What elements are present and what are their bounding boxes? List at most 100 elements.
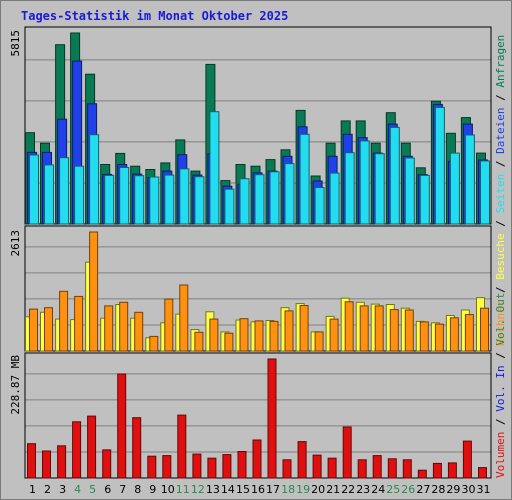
- bar-seiten-day-8: [134, 175, 145, 225]
- x-tick-label-24: 24: [371, 483, 385, 496]
- bar-rechner-day-21: [329, 318, 339, 352]
- x-tick-label-23: 23: [356, 483, 370, 496]
- x-tick-label-3: 3: [59, 483, 66, 496]
- y-max-label-hits-files-pages: 5815: [9, 30, 22, 57]
- legend-rechner: Rechner: [494, 299, 507, 346]
- bar-rechner-day-3: [59, 290, 69, 352]
- bar-seiten-day-28: [434, 106, 445, 225]
- y-max-label-volume: 228.87 MB: [9, 355, 22, 415]
- bar-seiten-day-29: [449, 152, 460, 225]
- bar-rechner-day-14: [224, 332, 234, 352]
- legend-besuche: Besuche: [494, 233, 507, 279]
- bar-volumen-day-8: [132, 417, 142, 479]
- bar-rechner-day-5: [89, 231, 99, 352]
- bar-volumen-day-3: [57, 445, 67, 479]
- legend-separator: /: [494, 154, 507, 174]
- legend-separator: /: [494, 280, 507, 300]
- x-tick-label-13: 13: [206, 483, 220, 496]
- x-tick-label-18: 18: [281, 483, 295, 496]
- x-tick-label-22: 22: [341, 483, 355, 496]
- bar-seiten-day-1: [29, 154, 39, 225]
- bar-rechner-day-1: [29, 308, 38, 352]
- bar-volumen-day-10: [162, 455, 172, 479]
- x-tick-label-31: 31: [477, 483, 491, 496]
- x-tick-label-28: 28: [431, 483, 445, 496]
- legend-vol_out: Vol. Out: [494, 293, 507, 346]
- bar-volumen-day-19: [297, 441, 307, 479]
- bar-rechner-day-8: [134, 311, 144, 352]
- bar-rechner-day-15: [239, 318, 249, 352]
- x-tick-label-2: 2: [44, 483, 51, 496]
- x-tick-label-15: 15: [236, 483, 250, 496]
- bar-volumen-day-27: [417, 469, 427, 479]
- bar-seiten-day-4: [74, 165, 85, 225]
- bar-volumen-day-20: [312, 454, 322, 479]
- bar-rechner-day-18: [284, 310, 294, 352]
- bar-seiten-day-15: [239, 178, 250, 225]
- bar-volumen-day-7: [117, 373, 127, 479]
- bar-rechner-day-6: [104, 305, 114, 352]
- bar-seiten-day-18: [284, 163, 295, 225]
- bar-seiten-day-30: [464, 134, 475, 225]
- bar-volumen-day-21: [327, 457, 337, 479]
- legend-separator: /: [494, 412, 507, 432]
- bar-rechner-day-17: [269, 320, 279, 352]
- x-tick-label-11: 11: [176, 483, 190, 496]
- bar-seiten-day-24: [374, 153, 385, 225]
- bar-seiten-day-26: [404, 157, 415, 225]
- x-tick-label-6: 6: [104, 483, 111, 496]
- bar-seiten-day-13: [209, 111, 220, 225]
- x-tick-label-12: 12: [191, 483, 205, 496]
- bar-seiten-day-14: [224, 188, 235, 225]
- bar-seiten-day-25: [389, 126, 400, 225]
- bar-rechner-day-31: [480, 307, 489, 352]
- x-tick-label-5: 5: [89, 483, 96, 496]
- x-tick-label-25: 25: [386, 483, 400, 496]
- bar-rechner-day-25: [389, 309, 399, 352]
- bar-seiten-day-23: [359, 140, 370, 225]
- x-tick-label-20: 20: [311, 483, 325, 496]
- bar-rechner-day-4: [74, 295, 84, 352]
- bar-rechner-day-24: [374, 305, 384, 352]
- x-tick-label-1: 1: [29, 483, 36, 496]
- bar-rechner-day-26: [404, 309, 414, 352]
- bar-volumen-day-29: [447, 462, 457, 479]
- x-tick-label-27: 27: [416, 483, 430, 496]
- bar-volumen-day-11: [177, 414, 187, 479]
- bar-volumen-day-16: [252, 439, 262, 479]
- bar-rechner-day-11: [179, 284, 189, 352]
- bar-rechner-day-2: [44, 307, 53, 352]
- y-max-label-visits-hosts: 2613: [9, 230, 22, 257]
- legend-separator: /: [494, 88, 507, 108]
- bar-rechner-day-13: [209, 318, 219, 352]
- bar-seiten-day-12: [194, 176, 205, 225]
- bar-seiten-day-3: [59, 157, 70, 225]
- bar-seiten-day-6: [104, 174, 115, 225]
- x-tick-label-21: 21: [326, 483, 340, 496]
- bar-seiten-day-5: [89, 134, 100, 225]
- x-tick-label-17: 17: [266, 483, 280, 496]
- bar-volumen-day-28: [432, 462, 442, 479]
- bar-rechner-day-23: [359, 305, 369, 352]
- bar-seiten-day-20: [314, 187, 325, 225]
- legend-seiten: Seiten: [494, 174, 507, 214]
- bar-volumen-day-24: [372, 455, 382, 479]
- bar-volumen-day-2: [42, 450, 51, 479]
- x-tick-label-14: 14: [221, 483, 235, 496]
- bar-seiten-day-19: [299, 133, 310, 225]
- right-legend-top: Rechner / Besuche / Seiten / Dateien / A…: [494, 35, 507, 346]
- bar-rechner-day-16: [254, 320, 264, 352]
- bar-volumen-day-17: [267, 358, 277, 479]
- bar-volumen-day-23: [357, 459, 367, 479]
- legend-dateien: Dateien: [494, 108, 507, 154]
- bar-volumen-day-30: [462, 440, 472, 479]
- bar-volumen-day-1: [27, 443, 36, 479]
- bar-seiten-day-16: [254, 174, 265, 225]
- bar-seiten-day-17: [269, 171, 280, 225]
- legend-vol_in: Vol. In: [494, 365, 507, 411]
- legend-separator: /: [494, 214, 507, 234]
- bar-volumen-day-22: [342, 426, 352, 479]
- bar-rechner-day-19: [299, 305, 309, 352]
- bar-rechner-day-20: [314, 331, 324, 352]
